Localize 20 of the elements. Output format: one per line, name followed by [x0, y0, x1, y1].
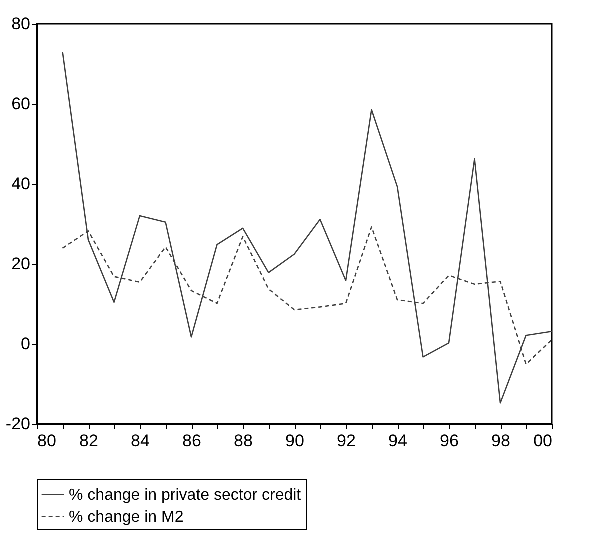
x-tick-label: 90	[286, 432, 304, 450]
legend-label: % change in private sector credit	[69, 487, 302, 504]
x-tick-label: 80	[38, 432, 56, 450]
x-tick-label: 96	[440, 432, 459, 450]
x-tick-label: 88	[234, 432, 253, 450]
y-tick-label: 0	[21, 334, 30, 354]
x-tick-label: 94	[388, 432, 408, 450]
y-tick-label: 60	[12, 94, 30, 114]
y-tick-label: 40	[12, 174, 30, 194]
x-tick-label: 92	[337, 432, 356, 450]
x-tick-label: 86	[182, 432, 202, 450]
legend-label: % change in M2	[69, 509, 184, 526]
y-tick-label: 20	[12, 254, 30, 274]
x-tick-label: 84	[131, 432, 150, 450]
line-series	[62, 51, 553, 404]
x-tick-label: 00	[534, 432, 552, 450]
x-tick-label: 82	[80, 432, 98, 450]
y-tick-label: 80	[12, 14, 30, 34]
x-tick-label: 98	[492, 432, 510, 450]
y-tick-label: -20	[6, 414, 30, 434]
